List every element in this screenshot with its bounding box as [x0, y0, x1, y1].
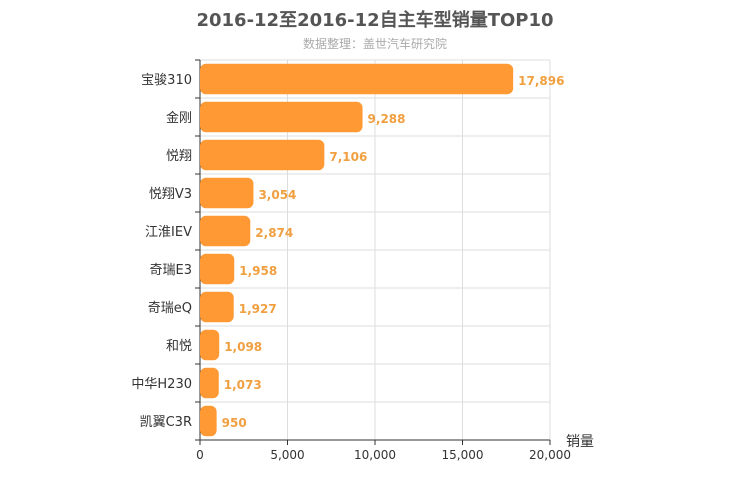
data-label: 1,927	[239, 302, 277, 316]
bar-8	[200, 329, 220, 361]
x-tick-label: 10,000	[354, 448, 396, 462]
bar-4	[200, 177, 254, 209]
bar-5	[200, 215, 251, 247]
label-layer: 0 5,000 10,000 15,000 20,000 宝骏310 17,896 金刚 9,2…	[131, 73, 571, 462]
bar-10	[200, 405, 217, 437]
data-label: 7,106	[329, 150, 367, 164]
category-label: 奇瑞eQ	[148, 300, 192, 316]
chart-title: 2016-12至2016-12自主车型销量TOP10	[196, 10, 554, 31]
category-label: 凯翼C3R	[140, 415, 192, 430]
category-label: 江淮IEV	[145, 225, 192, 240]
data-label: 9,288	[368, 112, 406, 126]
x-tick-label: 20,000	[529, 448, 571, 462]
data-label: 1,098	[224, 340, 262, 354]
category-label: 中华H230	[131, 377, 192, 392]
bar-3	[200, 139, 325, 171]
x-tick-label: 5,000	[270, 448, 304, 462]
bar-9	[200, 367, 219, 399]
category-label: 和悦	[166, 339, 192, 354]
data-label: 950	[222, 416, 247, 430]
grid-layer	[195, 59, 551, 445]
data-label: 17,896	[518, 74, 564, 88]
bar-1	[200, 63, 514, 95]
bar-6	[200, 253, 235, 285]
category-label: 金刚	[166, 110, 192, 126]
category-label: 奇瑞E3	[150, 262, 193, 278]
x-tick-label: 15,000	[442, 448, 484, 462]
x-tick-label: 0	[196, 448, 204, 462]
data-label: 1,073	[224, 378, 262, 392]
data-label: 3,054	[258, 188, 296, 202]
category-label: 悦翔	[166, 149, 192, 164]
bar-7	[200, 291, 234, 323]
chart-subtitle: 数据整理：盖世汽车研究院	[302, 37, 447, 51]
x-axis-title: 销量	[566, 434, 594, 450]
data-label: 2,874	[255, 226, 293, 240]
category-label: 悦翔V3	[149, 187, 192, 202]
data-label: 1,958	[239, 264, 277, 278]
category-label: 宝骏310	[141, 73, 192, 88]
bar-layer	[200, 63, 514, 437]
bar-2	[200, 101, 363, 133]
